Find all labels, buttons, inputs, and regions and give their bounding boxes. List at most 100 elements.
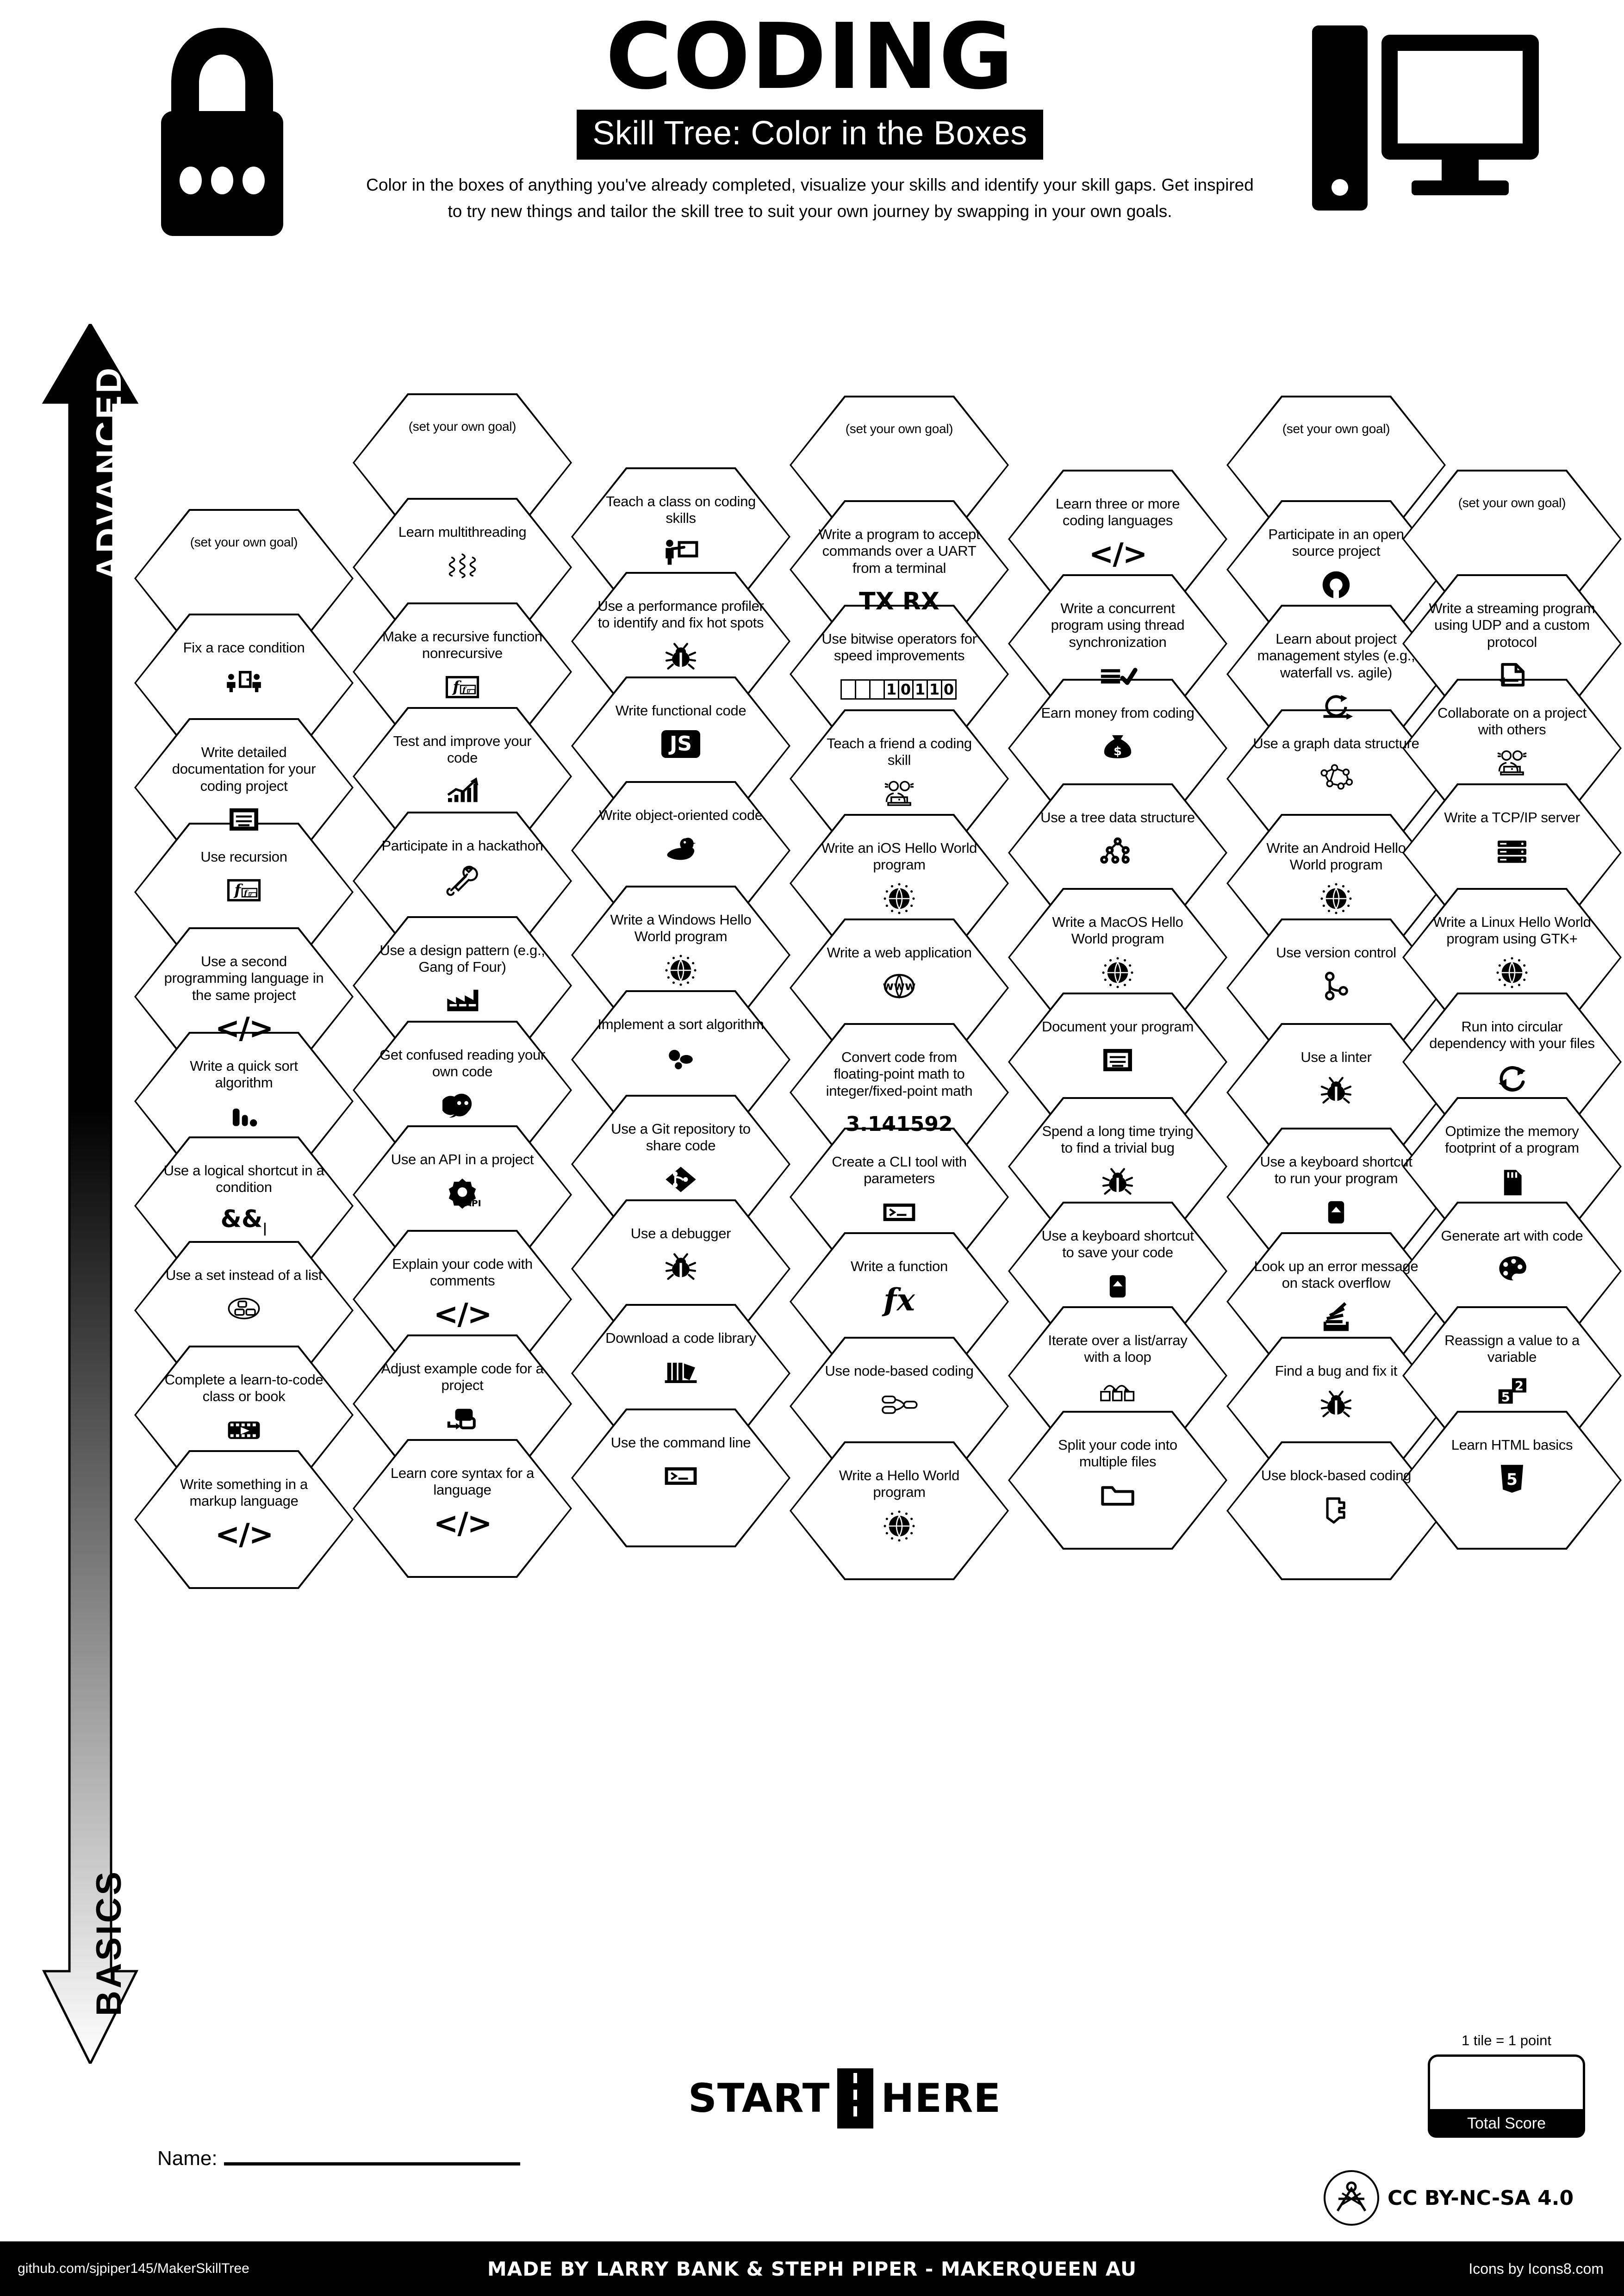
code-tag-icon: </> <box>433 1506 492 1541</box>
skill-hex-tile[interactable]: Write a Windows Hello World program <box>571 886 790 1024</box>
skill-hex-tile[interactable]: Write detailed documentation for your co… <box>134 718 354 857</box>
skill-hex-tile[interactable]: Use an API in a project API <box>353 1125 572 1264</box>
skill-hex-tile[interactable]: Document your program <box>1008 993 1227 1131</box>
name-input-line[interactable] <box>224 2162 520 2166</box>
hex-fill <box>1228 1443 1444 1578</box>
goal-placeholder-label: (set your own goal) <box>1282 422 1390 436</box>
globe-icon <box>1492 951 1532 994</box>
skill-hex-tile[interactable]: Write a program to accept commands over … <box>790 500 1009 639</box>
skill-hex-tile[interactable]: Spend a long time trying to find a trivi… <box>1008 1097 1227 1236</box>
scratch-icon <box>1316 1488 1356 1530</box>
skill-hex-tile[interactable]: Learn about project management styles (e… <box>1226 605 1446 744</box>
terminal-icon <box>879 1191 919 1234</box>
skill-label: Write a Linux Hello World program using … <box>1433 914 1591 947</box>
footer-github-link[interactable]: github.com/sjpiper145/MakerSkillTree <box>18 2261 249 2276</box>
skill-hex-tile[interactable]: Write a Hello World program <box>790 1441 1009 1580</box>
svg-text:5: 5 <box>1501 1390 1510 1404</box>
bug-icon <box>1316 1069 1356 1112</box>
growth-chart-icon <box>442 770 482 813</box>
git-icon <box>661 1158 701 1201</box>
footer-credits: MADE BY LARRY BANK & STEPH PIPER - MAKER… <box>487 2257 1137 2280</box>
skill-hex-tile[interactable]: Write a MacOS Hello World program <box>1008 888 1227 1027</box>
shift-key-icon <box>1098 1265 1138 1308</box>
cc-license-text: CC BY-NC-SA 4.0 <box>1388 2186 1574 2210</box>
skill-hex-tile[interactable]: Learn HTML basics 5 <box>1402 1411 1622 1550</box>
skill-hex-tile[interactable]: Write something in a markup language </> <box>134 1450 354 1589</box>
skill-hex-tile[interactable]: Learn core syntax for a language </> <box>353 1439 572 1578</box>
skill-hex-tile[interactable]: Use block-based coding <box>1226 1441 1446 1580</box>
api-gear-icon: API <box>442 1172 482 1214</box>
skill-label: Write object-oriented code <box>599 807 763 823</box>
name-field-row[interactable]: Name: <box>157 2147 520 2170</box>
skill-label: Use a Git repository to share code <box>611 1121 751 1154</box>
skill-hex-tile[interactable]: Write a concurrent program using thread … <box>1008 574 1227 713</box>
skill-hex-tile[interactable]: Use version control <box>1226 918 1446 1057</box>
skill-label: Use a second programming language in the… <box>164 953 324 1003</box>
code-tag-icon: </> <box>215 1011 274 1046</box>
blurb-line-1: Color in the boxes of anything you've al… <box>366 175 1254 194</box>
skill-label: Use a tree data structure <box>1040 809 1195 825</box>
skill-label: Teach a friend a coding skill <box>827 735 972 769</box>
skill-label: Learn core syntax for a language <box>390 1465 535 1498</box>
skill-label: Write an iOS Hello World program <box>821 840 977 873</box>
skill-label: Generate art with code <box>1441 1228 1583 1244</box>
total-score-label: Total Score <box>1428 2109 1585 2138</box>
rubber-duck-icon <box>661 827 701 870</box>
skill-label: Learn about project management styles (e… <box>1257 631 1415 681</box>
skill-hex-tile[interactable]: Write a TCP/IP server <box>1402 783 1622 922</box>
skill-hex-tile[interactable]: Explain your code with comments </> <box>353 1230 572 1369</box>
svg-text:f: f <box>468 689 471 694</box>
total-score-box[interactable]: Total Score <box>1428 2054 1585 2138</box>
skill-label: Participate in a hackathon <box>381 838 543 854</box>
memory-card-icon <box>1492 1160 1532 1203</box>
skill-label: Collaborate on a project with others <box>1437 705 1587 738</box>
svg-text:f: f <box>249 893 252 898</box>
teacher-icon <box>661 531 701 573</box>
here-label: HERE <box>881 2075 1002 2122</box>
skill-hex-tile[interactable]: Collaborate on a project with others <box>1402 679 1622 818</box>
threads-icon <box>442 544 482 587</box>
set-icon <box>224 1287 264 1330</box>
hex-fill <box>1010 1413 1226 1548</box>
skill-hex-tile[interactable]: Look up an error message on stack overfl… <box>1226 1232 1446 1371</box>
skill-label: Split your code into multiple files <box>1058 1437 1177 1470</box>
skill-label: Learn multithreading <box>398 524 527 540</box>
code-tag-icon: </> <box>433 1297 492 1332</box>
globe-icon <box>1098 951 1138 994</box>
money-bag-icon: $ <box>1098 725 1138 768</box>
skill-label: Use the command line <box>610 1434 751 1451</box>
skill-hex-tile[interactable]: Use the command line <box>571 1409 790 1547</box>
shift-key-icon <box>1316 1191 1356 1234</box>
skill-hex-tile[interactable]: Write a streaming program using UDP and … <box>1402 574 1622 713</box>
skill-label: Write a TCP/IP server <box>1444 809 1580 825</box>
skill-hex-tile[interactable]: Split your code into multiple files <box>1008 1411 1227 1550</box>
desktop-computer-icon <box>1312 25 1543 238</box>
palette-icon <box>1492 1248 1532 1291</box>
skill-hex-tile[interactable]: Earn money from coding $ <box>1008 679 1227 818</box>
header: CODING Skill Tree: Color in the Boxes Co… <box>0 0 1624 287</box>
svg-text:f: f <box>452 677 461 695</box>
skill-label: Test and improve your code <box>393 733 532 766</box>
skill-hex-tile[interactable]: Use a second programming language in the… <box>134 927 354 1066</box>
skill-hex-tile[interactable]: Convert code from floating-point math to… <box>790 1023 1009 1162</box>
branch-icon <box>1316 965 1356 1007</box>
tools-icon <box>442 858 482 900</box>
skill-label: Use recursion <box>200 849 287 865</box>
skill-label: Use a performance profiler to identify a… <box>597 598 764 631</box>
graph-nodes-icon <box>1316 756 1356 798</box>
title-block: CODING Skill Tree: Color in the Boxes Co… <box>324 12 1296 225</box>
skill-label: Get confused reading your own code <box>380 1047 545 1080</box>
svg-text:5: 5 <box>1506 1471 1518 1489</box>
copy-paste-icon <box>442 1398 482 1440</box>
js-icon: JS <box>661 723 701 765</box>
code-tag-icon: </> <box>215 1517 274 1552</box>
skill-hex-tile[interactable]: Use a keyboard shortcut to save your cod… <box>1008 1202 1227 1340</box>
skill-hex-tile[interactable]: Use a linter <box>1226 1023 1446 1162</box>
footer-icons-credit[interactable]: Icons by Icons8.com <box>1468 2260 1604 2277</box>
start-label: START <box>688 2075 830 2122</box>
blurb-line-2: to try new things and tailor the skill t… <box>448 202 1172 221</box>
goal-placeholder-label: (set your own goal) <box>1458 496 1566 510</box>
and-operator-icon: &&| <box>220 1205 268 1236</box>
